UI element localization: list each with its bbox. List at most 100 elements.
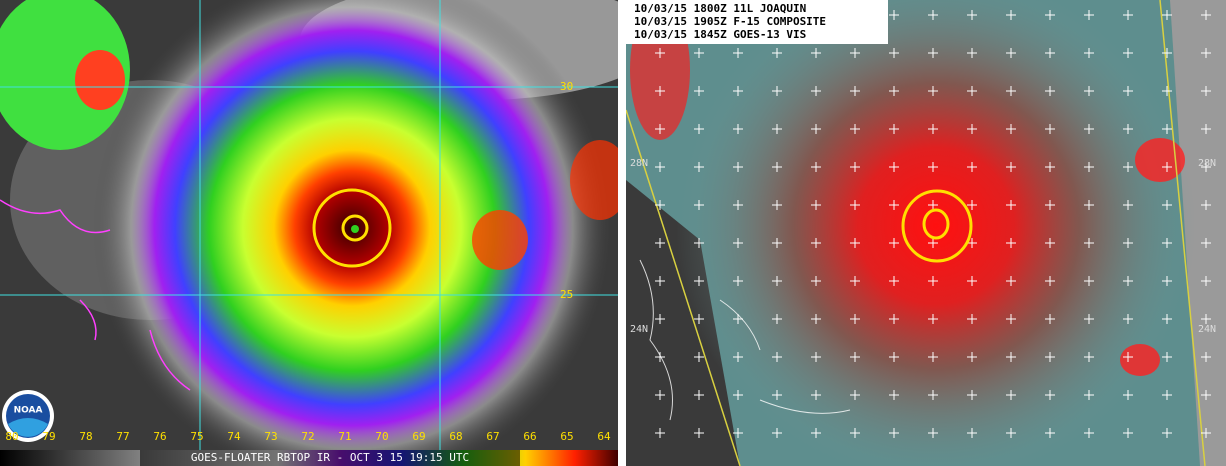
grid-cross: [733, 200, 743, 210]
grid-cross: [850, 162, 860, 172]
grid-cross: [850, 390, 860, 400]
grid-cross: [694, 124, 704, 134]
grid-cross: [889, 428, 899, 438]
grid-cross: [928, 352, 938, 362]
grid-cross: [850, 352, 860, 362]
grid-cross: [928, 86, 938, 96]
grid-cross: [772, 200, 782, 210]
grid-cross: [967, 162, 977, 172]
grid-cross: [1201, 124, 1211, 134]
grid-cross: [1006, 428, 1016, 438]
grid-cross: [889, 238, 899, 248]
grid-cross: [850, 276, 860, 286]
grid-cross: [694, 314, 704, 324]
grid-cross: [811, 276, 821, 286]
grid-cross: [694, 86, 704, 96]
grid-cross: [1201, 238, 1211, 248]
grid-cross: [811, 238, 821, 248]
grid-cross: [1123, 10, 1133, 20]
grid-cross: [850, 428, 860, 438]
grid-cross: [967, 390, 977, 400]
lat-lon-grid: [0, 0, 618, 450]
grid-cross: [967, 428, 977, 438]
grid-cross: [928, 124, 938, 134]
grid-cross: [655, 86, 665, 96]
grid-cross: [1162, 428, 1172, 438]
grid-cross: [772, 162, 782, 172]
grid-cross: [811, 124, 821, 134]
grid-cross: [1201, 48, 1211, 58]
lon-label: 65: [560, 430, 573, 443]
lon-label: 75: [190, 430, 203, 443]
grid-cross: [967, 314, 977, 324]
grid-cross: [1006, 200, 1016, 210]
grid-cross: [967, 200, 977, 210]
grid-cross: [1084, 124, 1094, 134]
grid-cross: [772, 124, 782, 134]
grid-cross: [1201, 428, 1211, 438]
grid-cross: [1084, 86, 1094, 96]
grid-cross: [1045, 352, 1055, 362]
grid-cross: [967, 48, 977, 58]
grid-cross: [1201, 390, 1211, 400]
grid-cross: [1084, 276, 1094, 286]
lon-label: 79: [42, 430, 55, 443]
grid-cross: [733, 86, 743, 96]
grid-cross: [1045, 238, 1055, 248]
grid-cross: [655, 162, 665, 172]
grid-cross: [1162, 238, 1172, 248]
grid-cross: [1084, 48, 1094, 58]
grid-cross: [811, 200, 821, 210]
lon-label: 73: [264, 430, 277, 443]
grid-cross: [694, 200, 704, 210]
lon-label: 74: [227, 430, 241, 443]
grid-cross: [928, 428, 938, 438]
grid-cross: [967, 238, 977, 248]
grid-cross: [1006, 86, 1016, 96]
grid-cross: [1006, 276, 1016, 286]
grid-cross: [1006, 238, 1016, 248]
grid-cross: [1084, 162, 1094, 172]
grid-cross: [1045, 314, 1055, 324]
grid-cross: [1123, 314, 1133, 324]
lat-label: 24N: [630, 324, 648, 335]
grid-cross: [889, 314, 899, 324]
grid-cross: [1084, 238, 1094, 248]
grid-cross: [889, 352, 899, 362]
grid-cross: [1162, 86, 1172, 96]
grid-cross: [1201, 10, 1211, 20]
grid-cross: [1162, 48, 1172, 58]
grid-cross: [733, 238, 743, 248]
eye-outer-ring: [901, 189, 973, 263]
grid-cross: [1162, 314, 1172, 324]
grid-cross: [928, 48, 938, 58]
grid-cross: [928, 314, 938, 324]
grid-cross: [850, 238, 860, 248]
grid-cross: [772, 86, 782, 96]
grid-cross: [1006, 10, 1016, 20]
grid-cross: [1162, 200, 1172, 210]
grid-cross: [733, 276, 743, 286]
grid-cross: [928, 162, 938, 172]
lon-label: 72: [301, 430, 314, 443]
grid-cross: [811, 390, 821, 400]
grid-cross: [967, 10, 977, 20]
grid-cross: [655, 276, 665, 286]
grid-cross: [967, 352, 977, 362]
grid-cross: [889, 276, 899, 286]
grid-cross: [1084, 200, 1094, 210]
lon-label: 80: [5, 430, 18, 443]
lon-label: 71: [338, 430, 351, 443]
grid-cross: [694, 352, 704, 362]
lon-label: 70: [375, 430, 388, 443]
grid-cross: [1201, 86, 1211, 96]
lon-label: 66: [523, 430, 536, 443]
grid-cross: [1045, 390, 1055, 400]
grid-cross: [772, 48, 782, 58]
grid-cross: [1123, 48, 1133, 58]
grid-cross: [1201, 200, 1211, 210]
grid-cross: [1162, 162, 1172, 172]
grid-cross: [928, 276, 938, 286]
grid-cross: [733, 428, 743, 438]
grid-cross: [694, 48, 704, 58]
